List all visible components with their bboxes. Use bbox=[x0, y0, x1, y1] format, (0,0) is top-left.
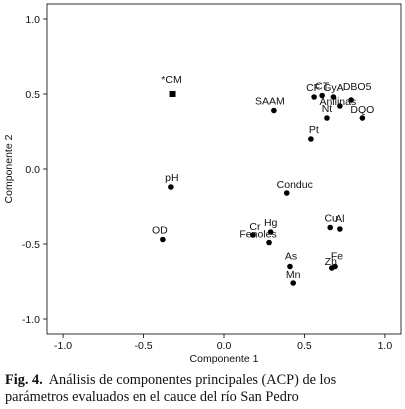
point-label: CF bbox=[306, 82, 320, 94]
data-point: *CM bbox=[161, 74, 182, 97]
figure-caption-text: Análisis de componentes principales (ACP… bbox=[5, 372, 337, 405]
point-marker bbox=[329, 265, 335, 271]
data-point: Fenoles bbox=[239, 229, 277, 246]
x-tick-label: -1.0 bbox=[54, 340, 72, 352]
point-marker bbox=[267, 229, 274, 235]
point-label: Mn bbox=[286, 269, 301, 281]
data-point: SAAM bbox=[255, 96, 285, 114]
point-label: Pt bbox=[309, 124, 319, 136]
point-label: Fe bbox=[331, 251, 343, 263]
y-tick-label: 0.0 bbox=[25, 164, 40, 176]
point-marker bbox=[337, 226, 343, 232]
point-label: Fenoles bbox=[239, 229, 276, 241]
data-point: Nt bbox=[322, 103, 333, 121]
data-point: Zn bbox=[325, 256, 337, 271]
point-label: CT bbox=[315, 81, 330, 93]
point-label: DBO5 bbox=[343, 81, 372, 93]
data-point: Hg bbox=[264, 217, 278, 235]
point-marker bbox=[283, 190, 290, 196]
point-marker bbox=[266, 239, 272, 246]
point-label: Zn bbox=[325, 256, 337, 268]
data-point: GyA bbox=[323, 82, 344, 100]
x-tick-label: -0.5 bbox=[134, 340, 152, 352]
y-tick-label: 0.5 bbox=[25, 89, 40, 101]
point-label: Al bbox=[335, 213, 344, 225]
point-marker bbox=[168, 184, 174, 190]
point-marker bbox=[311, 94, 317, 100]
data-point: Anilinas bbox=[319, 96, 356, 109]
point-marker bbox=[250, 232, 256, 238]
point-label: Anilinas bbox=[319, 96, 356, 108]
data-point: Conduc bbox=[277, 179, 313, 196]
data-point: Al bbox=[335, 213, 345, 232]
y-axis-label: Componente 2 bbox=[3, 134, 15, 203]
point-marker bbox=[337, 103, 343, 109]
point-marker bbox=[160, 236, 166, 243]
point-label: *CM bbox=[161, 74, 181, 86]
y-tick-label: 1.0 bbox=[25, 14, 40, 26]
data-point: As bbox=[285, 251, 297, 270]
point-marker bbox=[324, 115, 330, 121]
point-label: GyA bbox=[323, 82, 343, 94]
point-marker bbox=[359, 115, 366, 121]
axes: -1.0 -0.5 0.0 0.5 1.0 -1.0 -0.5 0.0 0.5 1.0 bbox=[22, 14, 392, 352]
y-tick-label: -0.5 bbox=[22, 239, 40, 251]
point-marker bbox=[348, 97, 354, 103]
point-marker bbox=[327, 224, 334, 231]
point-marker bbox=[271, 107, 277, 114]
point-marker-square bbox=[169, 91, 176, 97]
data-point: Pt bbox=[308, 124, 319, 142]
figure-caption: Fig. 4. Análisis de componentes principal… bbox=[5, 372, 403, 406]
data-point: DBO5 bbox=[343, 81, 372, 103]
data-point: pH bbox=[165, 172, 179, 190]
point-marker bbox=[319, 92, 325, 99]
point-label: DQO bbox=[350, 104, 374, 116]
point-label: OD bbox=[152, 225, 168, 237]
point-label: As bbox=[285, 251, 297, 263]
y-tick-label: -1.0 bbox=[22, 314, 40, 326]
x-tick-label: 0.0 bbox=[217, 340, 232, 352]
point-marker bbox=[287, 263, 293, 270]
data-point: CT bbox=[315, 81, 330, 99]
point-label: Nt bbox=[322, 103, 333, 115]
data-point: OD bbox=[152, 225, 168, 243]
plot-frame bbox=[46, 3, 402, 335]
data-point: Cr bbox=[249, 221, 261, 238]
data-point: Mn bbox=[286, 269, 301, 286]
point-label: SAAM bbox=[255, 96, 285, 108]
point-label: pH bbox=[165, 172, 178, 184]
point-label: Hg bbox=[264, 217, 278, 229]
data-point: CF bbox=[306, 82, 320, 100]
data-point: DQO bbox=[350, 104, 374, 121]
point-label: Conduc bbox=[277, 179, 313, 191]
x-tick-label: 0.5 bbox=[297, 340, 312, 352]
point-label: Cr bbox=[249, 221, 261, 233]
point-label: Cu bbox=[324, 213, 338, 225]
x-axis-label: Componente 1 bbox=[190, 353, 259, 365]
point-marker bbox=[308, 136, 314, 142]
point-marker bbox=[330, 94, 337, 100]
pca-scatter-chart: -1.0 -0.5 0.0 0.5 1.0 -1.0 -0.5 0.0 0.5 1.0 *CM CF… bbox=[3, 3, 402, 365]
x-tick-label: 1.0 bbox=[378, 340, 393, 352]
figure-caption-label: Fig. 4. bbox=[5, 372, 43, 388]
point-marker bbox=[290, 280, 296, 286]
data-point: Cu bbox=[324, 213, 338, 231]
